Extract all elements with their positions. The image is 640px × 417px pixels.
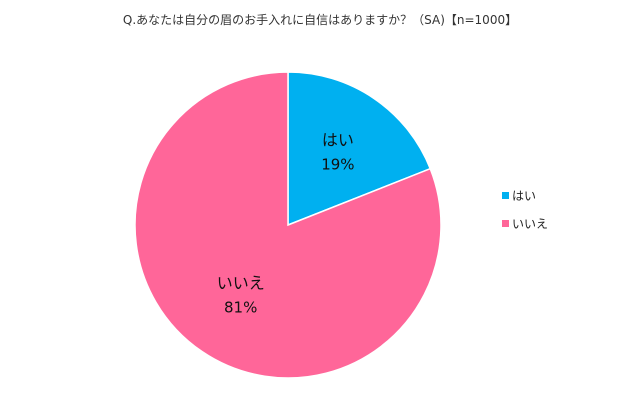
- pie-slice-1: [134, 71, 442, 379]
- legend-swatch-1: [502, 220, 509, 227]
- legend-label-0: はい: [512, 189, 536, 203]
- slice-value-label-0: 19%: [321, 156, 354, 174]
- legend-swatch-0: [502, 192, 509, 199]
- chart-title: Q.あなたは自分の眉のお手入れに自信はありますか？（SA)【n=1000】: [122, 13, 518, 27]
- pie-slice-0: [287, 71, 432, 227]
- legend-label-1: いいえ: [512, 217, 548, 231]
- slice-category-label-1: いいえ: [217, 274, 265, 293]
- slice-category-label-0: はい: [322, 131, 354, 150]
- slice-value-label-1: 81%: [224, 299, 257, 317]
